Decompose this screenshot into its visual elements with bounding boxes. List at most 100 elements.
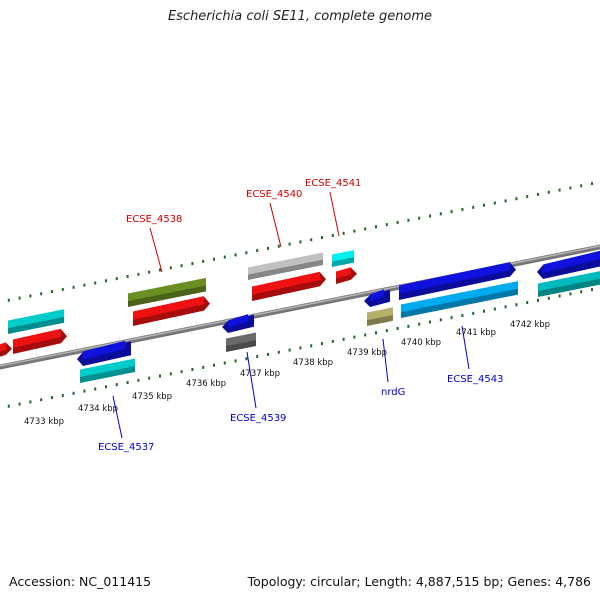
gene-label-ecse-4539[interactable]: ECSE_4539 bbox=[230, 413, 286, 424]
tick-minor bbox=[472, 205, 475, 209]
tick-minor bbox=[439, 318, 442, 322]
reverse-cds-face bbox=[80, 358, 135, 378]
tick-minor bbox=[321, 236, 323, 240]
tick-minor bbox=[591, 288, 593, 292]
scale-label: 4738 kbp bbox=[293, 358, 333, 368]
tick-minor bbox=[18, 402, 21, 406]
tick-minor bbox=[461, 208, 464, 212]
tick-minor bbox=[148, 270, 151, 274]
tick-minor bbox=[493, 307, 496, 311]
tick-minor bbox=[94, 387, 97, 391]
tick-minor bbox=[72, 285, 75, 289]
leader-line bbox=[246, 351, 257, 409]
gene-label-ecse-4538[interactable]: ECSE_4538 bbox=[126, 214, 182, 225]
forward-cds bbox=[248, 252, 323, 280]
tick-minor bbox=[537, 298, 539, 302]
tick-minor bbox=[396, 326, 399, 330]
forward-cds bbox=[538, 271, 600, 297]
tick-minor bbox=[29, 400, 32, 404]
tick-minor bbox=[580, 290, 583, 294]
tick-minor bbox=[353, 229, 356, 233]
tick-minor bbox=[310, 344, 313, 348]
tick-minor bbox=[547, 190, 550, 194]
leader-line bbox=[112, 395, 123, 439]
tick-minor bbox=[364, 333, 367, 337]
tick-minor bbox=[342, 231, 345, 235]
reverse-cds bbox=[80, 358, 135, 383]
gene-label-nrdg[interactable]: nrdG bbox=[381, 387, 405, 398]
tick-minor bbox=[180, 370, 183, 374]
tick-minor bbox=[159, 268, 161, 272]
tick-minor bbox=[277, 350, 280, 354]
tick-minor bbox=[115, 383, 118, 387]
tick-minor bbox=[40, 292, 43, 296]
tick-minor bbox=[245, 357, 248, 361]
tick-minor bbox=[331, 233, 334, 237]
forward-cds-face bbox=[248, 252, 323, 275]
tick-minor bbox=[396, 220, 399, 224]
tick-minor bbox=[213, 257, 215, 261]
tick-minor bbox=[450, 316, 453, 320]
forward-cds-face bbox=[401, 281, 518, 313]
tick-minor bbox=[515, 197, 518, 201]
gene-features bbox=[0, 250, 600, 383]
gene-label-ecse-4537[interactable]: ECSE_4537 bbox=[98, 442, 154, 453]
tick-minor bbox=[515, 303, 518, 307]
tick-minor bbox=[375, 331, 377, 335]
leader-line bbox=[382, 338, 389, 383]
tick-minor bbox=[126, 380, 129, 384]
tick-minor bbox=[569, 186, 572, 190]
tick-minor bbox=[439, 212, 442, 216]
tick-minor bbox=[51, 290, 53, 294]
tick-minor bbox=[180, 264, 183, 268]
tick-minor bbox=[353, 335, 356, 339]
tick-minor bbox=[504, 305, 507, 309]
reverse-gene bbox=[222, 314, 254, 333]
gene-label-ecse-4541[interactable]: ECSE_4541 bbox=[305, 178, 361, 189]
tick-minor bbox=[7, 404, 10, 408]
label-leaders bbox=[112, 191, 470, 439]
tick-minor bbox=[310, 238, 313, 242]
tick-minor bbox=[342, 337, 345, 341]
tick-minor bbox=[580, 184, 583, 188]
forward-cds-face bbox=[538, 271, 600, 292]
tick-minor bbox=[450, 210, 453, 214]
forward-gene bbox=[0, 342, 12, 357]
forward-gene bbox=[399, 262, 516, 300]
tick-minor bbox=[191, 368, 194, 372]
tick-minor bbox=[385, 329, 388, 333]
gene-labels[interactable]: ECSE_4538 ECSE_4540 ECSE_4541 ECSE_4537 … bbox=[98, 178, 503, 453]
tick-minor bbox=[29, 294, 32, 298]
tick-minor bbox=[169, 372, 172, 376]
scale-label: 4733 kbp bbox=[24, 417, 64, 427]
tick-minor bbox=[429, 320, 431, 324]
reverse-cds bbox=[367, 307, 393, 326]
tick-minor bbox=[569, 292, 572, 296]
tick-minor bbox=[331, 339, 334, 343]
forward-gene bbox=[336, 267, 357, 284]
tick-minor bbox=[504, 199, 507, 203]
tick-minor bbox=[493, 201, 496, 205]
tick-minor bbox=[148, 376, 151, 380]
forward-gene-face bbox=[336, 267, 351, 279]
tick-minor bbox=[418, 216, 421, 220]
tick-minor bbox=[115, 277, 118, 281]
scale-label: 4740 kbp bbox=[401, 338, 441, 348]
gene-label-ecse-4540[interactable]: ECSE_4540 bbox=[246, 189, 302, 200]
tick-minor bbox=[537, 192, 539, 196]
forward-cds bbox=[332, 250, 354, 267]
forward-gene bbox=[537, 250, 600, 279]
tick-minor bbox=[72, 391, 75, 395]
accession-text: Accession: NC_011415 bbox=[9, 574, 152, 589]
tick-minor bbox=[267, 246, 269, 250]
tick-minor bbox=[407, 218, 410, 222]
tick-minor bbox=[61, 393, 64, 397]
tick-minor bbox=[321, 342, 323, 346]
forward-cds-face bbox=[8, 309, 64, 329]
gene-label-ecse-4543[interactable]: ECSE_4543 bbox=[447, 374, 503, 385]
tick-minor bbox=[558, 294, 561, 298]
scale-label: 4734 kbp bbox=[78, 404, 118, 414]
forward-gene bbox=[13, 328, 67, 354]
tick-minor bbox=[256, 355, 259, 359]
